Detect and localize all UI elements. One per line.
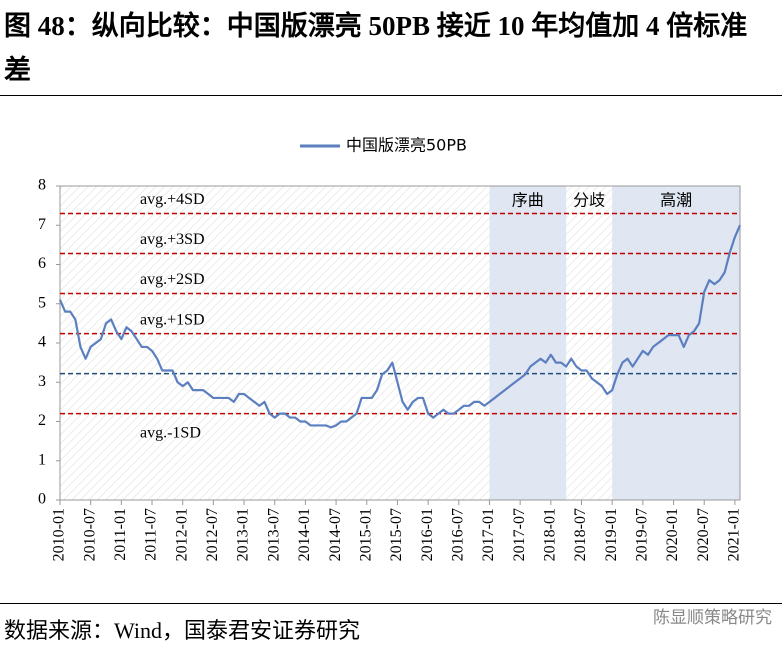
reference-label: avg.+3SD	[140, 231, 205, 248]
x-tick-label: 2021-01	[726, 508, 743, 561]
y-tick-label: 6	[38, 255, 46, 272]
x-tick-label: 2010-01	[51, 508, 68, 561]
x-tick-label: 2011-07	[143, 508, 160, 561]
phase-label: 序曲	[512, 192, 544, 210]
x-tick-label: 2012-07	[204, 508, 221, 561]
reference-label: avg.+1SD	[140, 311, 205, 328]
x-tick-label: 2018-07	[572, 508, 589, 561]
x-tick-label: 2015-07	[388, 508, 405, 561]
x-tick-label: 2012-01	[173, 508, 190, 561]
title: 图 48：纵向比较：中国版漂亮 50PB 接近 10 年均值加 4 倍标准差	[4, 11, 748, 85]
reference-label: avg.-1SD	[140, 424, 201, 441]
data-line	[58, 224, 742, 429]
x-tick-label: 2018-01	[541, 508, 558, 561]
x-tick-label: 2015-01	[357, 508, 374, 561]
rule	[0, 603, 782, 604]
y-tick-label: 4	[38, 334, 46, 351]
phase-band	[489, 186, 567, 500]
reference-label: avg.+4SD	[140, 191, 205, 208]
phase-label: 分歧	[573, 192, 605, 210]
x-tick-label: 2020-01	[664, 508, 681, 561]
x-tick-label: 2020-07	[695, 508, 712, 561]
legend-label: 中国版漂亮50PB	[346, 136, 467, 155]
x-tick-label: 2011-01	[112, 508, 129, 561]
y-tick-label: 3	[38, 373, 46, 390]
x-tick-label: 2013-07	[265, 508, 282, 561]
x-tick-label: 2017-01	[480, 508, 497, 561]
x-tick-label: 2017-07	[511, 508, 528, 561]
y-tick-label: 8	[38, 177, 46, 194]
x-tick-label: 2013-01	[235, 508, 252, 561]
reference-label: avg.+2SD	[140, 271, 205, 288]
y-tick-label: 5	[38, 294, 46, 311]
source-note: 数据来源：Wind，国泰君安证券研究	[4, 618, 360, 643]
x-tick-label: 2014-01	[296, 508, 313, 561]
x-tick-label: 2019-07	[634, 508, 651, 561]
x-tick-label: 2010-07	[81, 508, 98, 561]
x-tick-label: 2019-01	[603, 508, 620, 561]
x-tick-label: 2016-01	[419, 508, 436, 561]
x-tick-label: 2016-07	[449, 508, 466, 561]
watermark: 陈显顺策略研究	[653, 608, 772, 628]
x-tick-label: 2014-07	[327, 508, 344, 561]
phase-label: 高潮	[660, 192, 692, 210]
y-tick-label: 7	[38, 216, 46, 233]
y-tick-label: 2	[38, 412, 46, 429]
chart: 序曲 分歧 高潮 0 1 2 3 4 5 6 7 8 2010-01 2010-07 2011-01 2011…	[38, 136, 743, 562]
rule	[0, 95, 782, 96]
phase-band	[612, 186, 740, 500]
y-tick-label: 1	[38, 451, 46, 468]
y-tick-label: 0	[38, 491, 46, 508]
